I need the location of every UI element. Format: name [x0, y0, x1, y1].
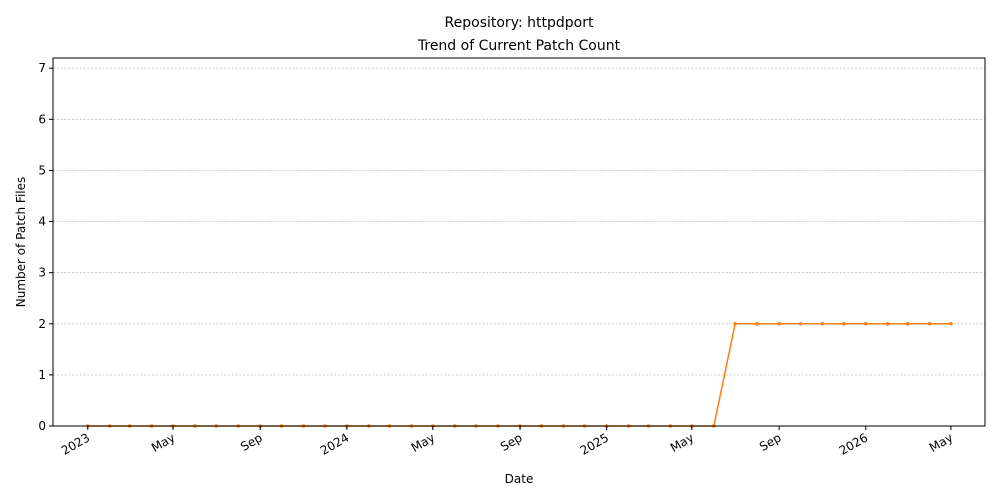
- data-point: [755, 321, 759, 326]
- y-axis: 0 1 2 3 4 5 6 7: [38, 61, 53, 433]
- y-tick-label: 1: [38, 368, 46, 382]
- data-point: [798, 321, 803, 326]
- data-point: [863, 321, 868, 326]
- data-point: [777, 321, 781, 326]
- data-point: [927, 321, 932, 326]
- y-tick-label: 4: [38, 215, 46, 229]
- y-tick-label: 7: [38, 61, 46, 75]
- data-point: [949, 321, 953, 326]
- data-point: [841, 321, 846, 326]
- y-tick-label: 3: [38, 266, 46, 280]
- chart-title-line-2: Trend of Current Patch Count: [417, 38, 621, 54]
- chart-title-line-1: Repository: httpdport: [445, 15, 594, 31]
- y-tick-label: 2: [38, 317, 46, 331]
- data-point: [820, 321, 825, 326]
- y-tick-label: 5: [38, 163, 46, 177]
- y-tick-label: 0: [38, 419, 46, 433]
- x-axis-label: Date: [505, 472, 534, 486]
- data-point: [905, 321, 910, 326]
- plot-frame: [52, 57, 986, 427]
- data-point: [885, 321, 890, 326]
- data-point: [733, 321, 737, 326]
- y-axis-label: Number of Patch Files: [14, 177, 28, 308]
- y-tick-label: 6: [38, 112, 46, 126]
